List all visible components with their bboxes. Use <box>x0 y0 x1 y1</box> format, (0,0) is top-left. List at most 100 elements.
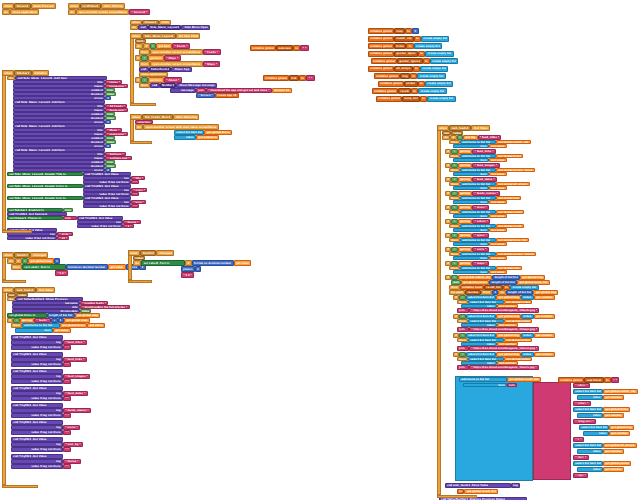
procedure-call-block[interactable]: image <box>13 84 105 88</box>
event-block[interactable]: .Changed <box>30 252 49 258</box>
list-block[interactable]: select list item list <box>467 319 504 323</box>
list-block[interactable]: add items to list list <box>459 377 507 382</box>
get-variable-block[interactable]: get tag <box>457 233 473 238</box>
global-var-block[interactable]: to <box>412 65 421 72</box>
event-menu-item-click[interactable]: when Side_Menu_Layout1 .On Item Click item d… <box>130 33 292 106</box>
text-block[interactable]: " feed_links " <box>63 357 87 362</box>
list-block[interactable]: select list item list <box>465 295 497 300</box>
list-block[interactable]: item <box>453 158 489 162</box>
text-block[interactable]: join <box>457 308 469 313</box>
math-block[interactable]: format as decimal number <box>191 260 234 266</box>
procedure-call-block[interactable]: image <box>13 108 105 112</box>
text-block[interactable]: " Maps " <box>105 128 122 132</box>
list-block[interactable]: index <box>521 333 534 338</box>
text-block[interactable]: " </div> " <box>573 401 591 406</box>
control-block[interactable]: open another screen screenName <box>149 61 203 67</box>
get-variable-block[interactable]: get global map <box>63 318 90 323</box>
get-variable-block[interactable]: get number <box>533 333 555 338</box>
logic-block[interactable]: true <box>105 160 116 164</box>
event-block[interactable]: .Got Value <box>35 287 56 293</box>
global-var-block[interactable]: initialize global <box>376 95 403 102</box>
text-block[interactable]: " feed_images " <box>63 374 91 379</box>
list-block[interactable]: select list item list <box>579 425 609 430</box>
math-block[interactable]: length of list list <box>489 280 517 285</box>
control-block[interactable]: if <box>445 205 452 210</box>
get-variable-block[interactable]: get global img <box>609 425 634 430</box>
logic-block[interactable]: = <box>451 191 458 196</box>
logic-block[interactable]: = <box>451 247 458 252</box>
text-block[interactable]: join <box>196 88 206 93</box>
global-searchtext[interactable]: initialize global searchtext to " " <box>558 377 620 383</box>
event-block[interactable]: do <box>2 9 11 15</box>
procedure-call-block[interactable]: call Side_Menu_Layout1 .Add Item <box>13 148 105 152</box>
list-block[interactable]: index <box>461 304 497 308</box>
event-block-footer[interactable] <box>437 495 477 498</box>
global-var-block[interactable]: to <box>417 50 426 57</box>
control-block[interactable]: then <box>449 182 460 186</box>
list-block[interactable]: item <box>15 328 53 333</box>
text-block[interactable]: " <br> " <box>573 455 589 460</box>
get-variable-block[interactable]: get global geoloc_types <box>495 168 535 172</box>
get-variable-block[interactable]: get global img <box>520 275 545 280</box>
get-variable-block[interactable]: get value <box>53 328 71 333</box>
component-field[interactable]: Side_Menu_Layout1 <box>147 25 182 30</box>
procedure-call-block[interactable]: message <box>170 88 196 93</box>
get-variable-block[interactable]: get global listss <box>495 154 524 158</box>
text-block[interactable]: " " <box>131 192 140 196</box>
get-variable-block[interactable]: get global listss <box>603 407 631 412</box>
list-block[interactable]: item <box>453 214 489 218</box>
procedure-call-block[interactable]: value if tag not there <box>11 447 63 452</box>
get-variable-block[interactable]: get number <box>497 361 518 365</box>
control-block[interactable]: if <box>15 258 22 264</box>
event-block[interactable]: when <box>128 250 141 256</box>
procedure-call-block[interactable]: tag <box>11 357 63 362</box>
text-block[interactable]: " icons " <box>63 425 80 430</box>
global-var-block[interactable]: initialize local <box>459 285 485 290</box>
procedure-call-block[interactable]: call <box>149 83 160 88</box>
varname-field[interactable]: geoloc_typess <box>397 58 423 64</box>
get-variable-block[interactable]: get global match_obj <box>457 275 493 280</box>
list-block[interactable]: create empty list <box>425 50 454 57</box>
list-block[interactable]: index <box>461 342 497 346</box>
text-block[interactable]: " https://res.cloud.com/images/e_1/icons… <box>469 346 540 351</box>
logic-block[interactable]: false <box>80 309 92 313</box>
event-web-feeds-got-value-right[interactable]: when web_feeds1 .Got Value tag value do if = get… <box>437 125 638 500</box>
event-screen-initialize[interactable]: when Sidebar1 .Initialize do call Side_Menu_… <box>2 70 148 240</box>
control-block[interactable]: if <box>445 163 452 168</box>
procedure-call-block[interactable]: value if tag not there <box>11 430 63 435</box>
text-block[interactable]: " feed_dates " <box>472 177 498 182</box>
list-block[interactable]: index <box>577 413 603 418</box>
math-block[interactable]: places <box>125 264 140 270</box>
get-variable-block[interactable]: get global map <box>495 266 522 270</box>
get-variable-block[interactable]: get global result_list <box>507 377 541 382</box>
control-block[interactable]: then <box>139 61 150 67</box>
text-block[interactable]: " " <box>63 430 72 435</box>
list-block[interactable] <box>455 376 533 481</box>
event-block[interactable]: do <box>133 260 142 266</box>
text-block[interactable]: " " <box>63 413 72 418</box>
control-block[interactable]: if <box>185 260 192 266</box>
list-block[interactable]: select list item list <box>467 357 504 361</box>
control-block[interactable]: then <box>457 338 468 342</box>
global-var-block[interactable]: initialize global <box>378 80 405 87</box>
procedure-call-block[interactable]: call TaifunNotifier1 .Dismiss Progress D… <box>439 497 527 500</box>
text-block[interactable]: " " <box>63 447 72 452</box>
dropdown-field[interactable]: web_feeds1 <box>14 287 36 293</box>
text-block[interactable]: " Settings " <box>105 152 126 156</box>
procedure-call-block[interactable]: call TinyDB1 .Get Value <box>11 437 63 442</box>
get-variable-block[interactable]: get value <box>489 242 507 246</box>
logic-block[interactable]: true <box>105 88 116 92</box>
event-switch1-changed[interactable]: when Switch1 .Changed do if = get global map 1 t… <box>2 252 146 283</box>
control-block[interactable]: from <box>480 290 493 295</box>
global-var-block[interactable]: to <box>502 285 511 290</box>
text-block[interactable]: join <box>63 216 77 220</box>
get-variable-block[interactable]: Version 10 <box>271 88 292 93</box>
event-block[interactable]: when <box>437 125 450 131</box>
text-block[interactable]: join <box>507 383 517 387</box>
text-block[interactable]: " </p> " <box>573 473 589 478</box>
control-block[interactable]: then <box>449 238 460 242</box>
get-variable-block[interactable]: get value <box>489 200 507 204</box>
get-variable-block[interactable]: get global picker <box>503 338 533 342</box>
text-block[interactable]: " https://res.cloud.com/images/e_1/sorts… <box>469 365 539 370</box>
get-variable-block[interactable]: get global result_list <box>464 489 499 494</box>
